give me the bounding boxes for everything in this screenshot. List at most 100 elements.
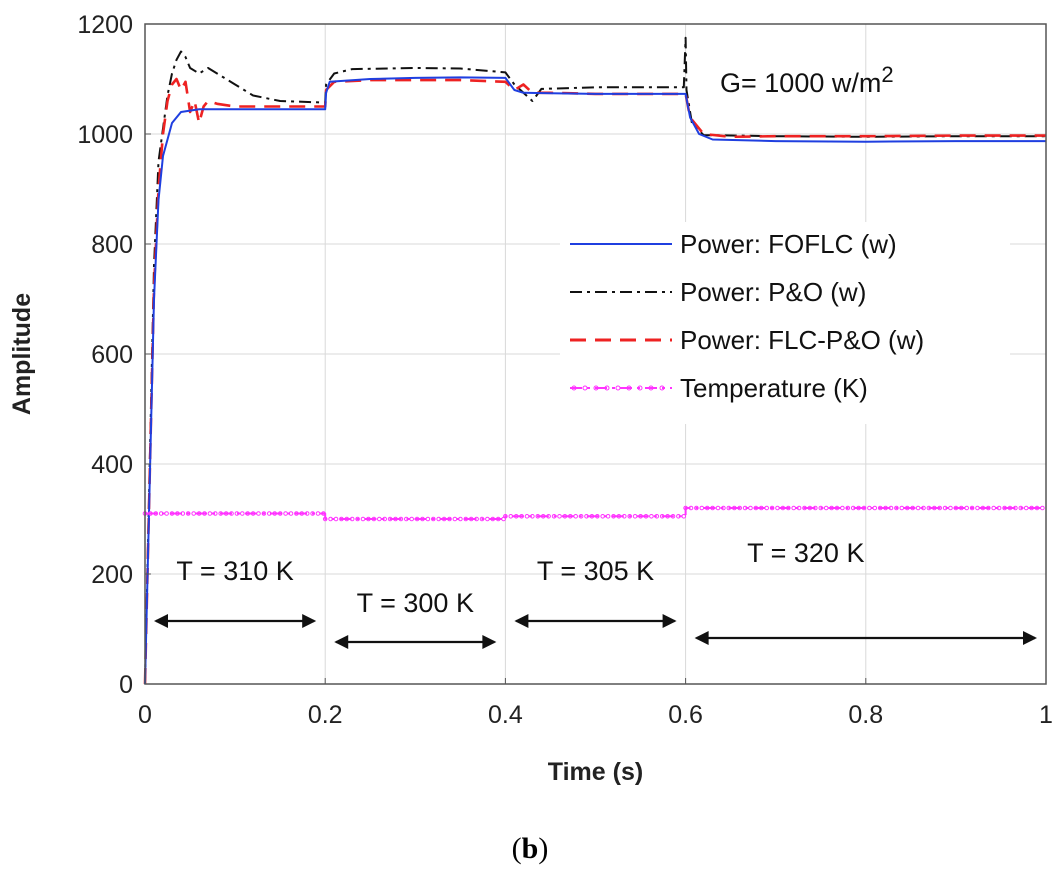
- series-marker: [899, 505, 905, 511]
- series-marker: [834, 505, 840, 511]
- series-marker: [513, 514, 519, 519]
- series-marker: [310, 511, 315, 516]
- series-marker: [207, 511, 213, 516]
- y-axis-title: Amplitude: [8, 293, 36, 415]
- series-marker: [742, 505, 748, 511]
- series-marker: [786, 505, 791, 511]
- series-marker: [344, 516, 350, 522]
- series-marker: [910, 505, 916, 511]
- series-marker: [670, 514, 676, 519]
- series-marker: [409, 516, 415, 522]
- series-marker: [250, 511, 256, 516]
- series-marker: [681, 514, 687, 519]
- series-marker: [894, 505, 899, 511]
- y-tick-label: 800: [91, 231, 133, 259]
- series-marker: [665, 514, 670, 519]
- y-tick-label: 1000: [77, 121, 133, 149]
- series-marker: [616, 514, 622, 519]
- series-marker: [322, 516, 328, 522]
- x-tick-label: 0.4: [488, 701, 523, 729]
- series-line: [144, 76, 1046, 685]
- series-marker: [659, 514, 665, 519]
- series-marker: [479, 516, 485, 522]
- series-marker: [704, 505, 710, 511]
- tick-labels: 0 0.2 0.4 0.6 0.8 1 0 200 400 600 800 1000 1200: [77, 11, 1053, 729]
- series-marker: [964, 505, 970, 511]
- series-marker: [261, 511, 267, 516]
- series-marker: [611, 514, 616, 519]
- series-marker: [759, 505, 764, 511]
- legend: Power: FOFLC (w) Power: P&O (w) Power: FLC…: [560, 222, 1010, 424]
- series-marker: [524, 514, 530, 519]
- series-marker: [431, 516, 436, 522]
- panel-label-close: ): [538, 832, 549, 865]
- series-marker: [775, 505, 780, 511]
- series-marker: [452, 516, 458, 522]
- legend-swatch-marker: [593, 385, 599, 391]
- series-marker: [721, 505, 726, 511]
- series-marker: [764, 505, 770, 511]
- series-marker: [649, 514, 654, 519]
- series-marker: [288, 511, 294, 516]
- series-marker: [856, 505, 861, 511]
- series-marker: [948, 505, 953, 511]
- series-marker: [447, 516, 452, 522]
- series-marker: [605, 514, 611, 519]
- series-marker: [474, 516, 479, 522]
- legend-swatch-marker: [626, 385, 632, 391]
- series-marker: [969, 505, 975, 511]
- series-marker: [436, 516, 442, 522]
- legend-label: Temperature (K): [680, 373, 868, 403]
- series-marker: [218, 511, 223, 516]
- series-marker: [503, 514, 508, 519]
- irradiance-exponent: 2: [881, 62, 893, 87]
- series-marker: [485, 516, 490, 522]
- series-marker: [578, 514, 584, 519]
- series-marker: [294, 511, 299, 516]
- legend-swatch-marker: [637, 385, 643, 391]
- series-marker: [1013, 505, 1018, 511]
- series-marker: [229, 511, 234, 516]
- series-marker: [699, 505, 705, 511]
- series-marker: [213, 511, 218, 516]
- span-arrow-head-left: [154, 614, 169, 628]
- series-marker: [818, 505, 824, 511]
- series-marker: [638, 514, 643, 519]
- series-marker: [622, 514, 627, 519]
- series-marker: [877, 505, 883, 511]
- span-arrow-head-right: [1022, 631, 1037, 645]
- series-marker: [458, 516, 463, 522]
- span-arrow-head-left: [694, 631, 709, 645]
- legend-swatch-marker: [571, 385, 577, 391]
- series-marker: [584, 514, 589, 519]
- series-line: [144, 36, 1046, 685]
- series-marker: [366, 516, 371, 522]
- series-marker: [676, 514, 681, 519]
- series-marker: [557, 514, 562, 519]
- series-marker: [568, 514, 573, 519]
- series-marker: [196, 511, 202, 516]
- series-marker: [932, 505, 937, 511]
- series-marker: [975, 505, 980, 511]
- temperature-label: T = 305 K: [537, 556, 654, 586]
- series-marker: [234, 511, 240, 516]
- legend-swatch-marker: [615, 385, 621, 391]
- x-tick-label: 0.2: [308, 701, 343, 729]
- series-marker: [654, 514, 660, 519]
- series-marker: [807, 505, 813, 511]
- irradiance-annotation: G= 1000 w/m2: [720, 62, 894, 98]
- series-marker: [245, 511, 250, 516]
- series-marker: [627, 514, 633, 519]
- span-arrow-head-right: [662, 614, 677, 628]
- series-marker: [632, 514, 638, 519]
- series-marker: [393, 516, 398, 522]
- series-marker: [349, 516, 355, 522]
- series-marker: [573, 514, 579, 519]
- series-marker: [867, 505, 872, 511]
- series-marker: [495, 516, 501, 522]
- series-marker: [299, 511, 305, 516]
- y-tick-label: 400: [91, 451, 133, 479]
- series-marker: [223, 511, 229, 516]
- legend-background: [560, 222, 1010, 424]
- legend-swatch-marker: [648, 385, 654, 391]
